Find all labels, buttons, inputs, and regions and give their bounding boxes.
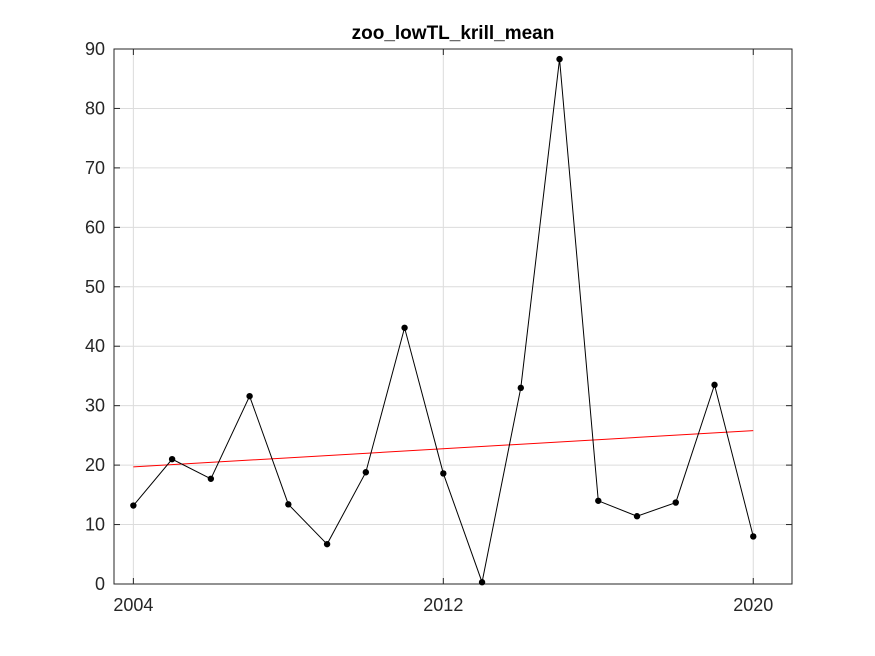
data-point-2015 bbox=[556, 55, 563, 63]
axis-ticks: 0 10 20 30 40 50 60 70 80 90 2004 2012 2020 bbox=[85, 39, 792, 615]
data-point-2016 bbox=[595, 497, 602, 504]
data-point-2017 bbox=[633, 513, 641, 520]
data-point-2005 bbox=[168, 455, 176, 463]
grid bbox=[114, 49, 792, 584]
data-point-2007 bbox=[246, 392, 253, 400]
y-tick-label-0: 0 bbox=[95, 574, 105, 594]
data-point-2012 bbox=[440, 470, 447, 477]
y-tick-label-5: 50 bbox=[85, 277, 105, 297]
data-point-2013 bbox=[478, 579, 486, 586]
data-point-2004 bbox=[130, 502, 137, 509]
y-tick-label-8: 80 bbox=[85, 98, 105, 118]
y-tick-label-3: 30 bbox=[85, 396, 105, 416]
data-point-2008 bbox=[285, 501, 292, 508]
x-tick-label-1: 2012 bbox=[423, 595, 463, 615]
chart-title: zoo_lowTL_krill_mean bbox=[352, 23, 555, 44]
data-points bbox=[130, 55, 757, 586]
data-point-2009 bbox=[323, 540, 331, 548]
data-point-2019 bbox=[711, 381, 718, 389]
data-point-2020 bbox=[750, 533, 757, 540]
y-tick-label-9: 90 bbox=[85, 39, 105, 59]
trend-line bbox=[133, 430, 754, 468]
data-point-2006 bbox=[207, 475, 215, 482]
data-point-2014 bbox=[517, 384, 524, 392]
x-tick-label-2: 2020 bbox=[733, 595, 773, 615]
y-tick-label-6: 60 bbox=[85, 217, 105, 237]
y-tick-label-1: 10 bbox=[85, 515, 105, 535]
y-tick-label-4: 40 bbox=[85, 336, 105, 356]
x-tick-label-0: 2004 bbox=[113, 595, 153, 615]
plot-area-border bbox=[113, 48, 793, 585]
y-tick-label-2: 20 bbox=[85, 455, 105, 475]
data-point-2010 bbox=[362, 469, 370, 476]
y-tick-label-7: 70 bbox=[85, 158, 105, 178]
data-point-2011 bbox=[401, 324, 408, 331]
data-point-2018 bbox=[672, 499, 679, 506]
